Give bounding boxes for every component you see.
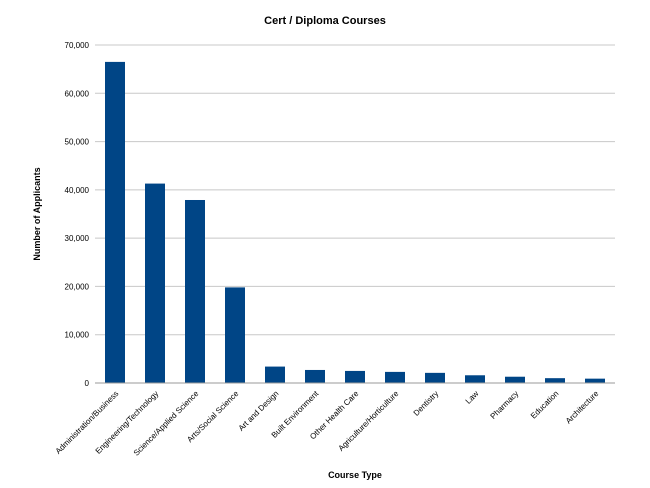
y-tick-label: 10,000 — [65, 331, 90, 340]
x-tick-label: Art and Design — [237, 389, 281, 433]
x-tick-label: Science/Applied Science — [132, 389, 201, 458]
bar — [465, 375, 485, 383]
bar — [185, 199, 205, 383]
y-tick-label: 30,000 — [65, 234, 90, 243]
x-tick-label: Administration/Business — [54, 389, 121, 456]
bars — [105, 61, 605, 384]
bar — [345, 370, 365, 383]
bar — [385, 371, 405, 383]
bar — [145, 183, 165, 383]
x-tick-label: Architecture — [564, 389, 601, 426]
gridlines — [95, 44, 615, 336]
y-tick-label: 0 — [85, 379, 90, 388]
x-tick-label: Law — [464, 389, 481, 406]
y-axis-title: Number of Applicants — [32, 167, 42, 260]
x-axis-ticks: Administration/BusinessEngineering/Techn… — [54, 389, 601, 458]
y-tick-label: 50,000 — [65, 138, 90, 147]
bar — [305, 369, 325, 383]
bar — [225, 287, 245, 383]
y-tick-label: 60,000 — [65, 89, 90, 98]
y-tick-label: 20,000 — [65, 282, 90, 291]
x-tick-label: Dentistry — [412, 389, 441, 418]
bar — [425, 372, 445, 383]
x-axis-title: Course Type — [328, 470, 382, 480]
bar — [585, 378, 605, 383]
bar — [545, 378, 565, 383]
y-tick-label: 40,000 — [65, 186, 90, 195]
bar — [505, 376, 525, 383]
y-tick-label: 70,000 — [65, 41, 90, 50]
bar — [105, 61, 125, 384]
bar — [265, 366, 285, 383]
chart-title: Cert / Diploma Courses — [264, 15, 386, 27]
x-tick-label: Education — [529, 389, 561, 421]
y-axis-ticks: 0 10,000 20,000 30,000 40,000 50,000 60,000 70,… — [65, 41, 90, 388]
x-tick-label: Pharmacy — [489, 389, 521, 421]
